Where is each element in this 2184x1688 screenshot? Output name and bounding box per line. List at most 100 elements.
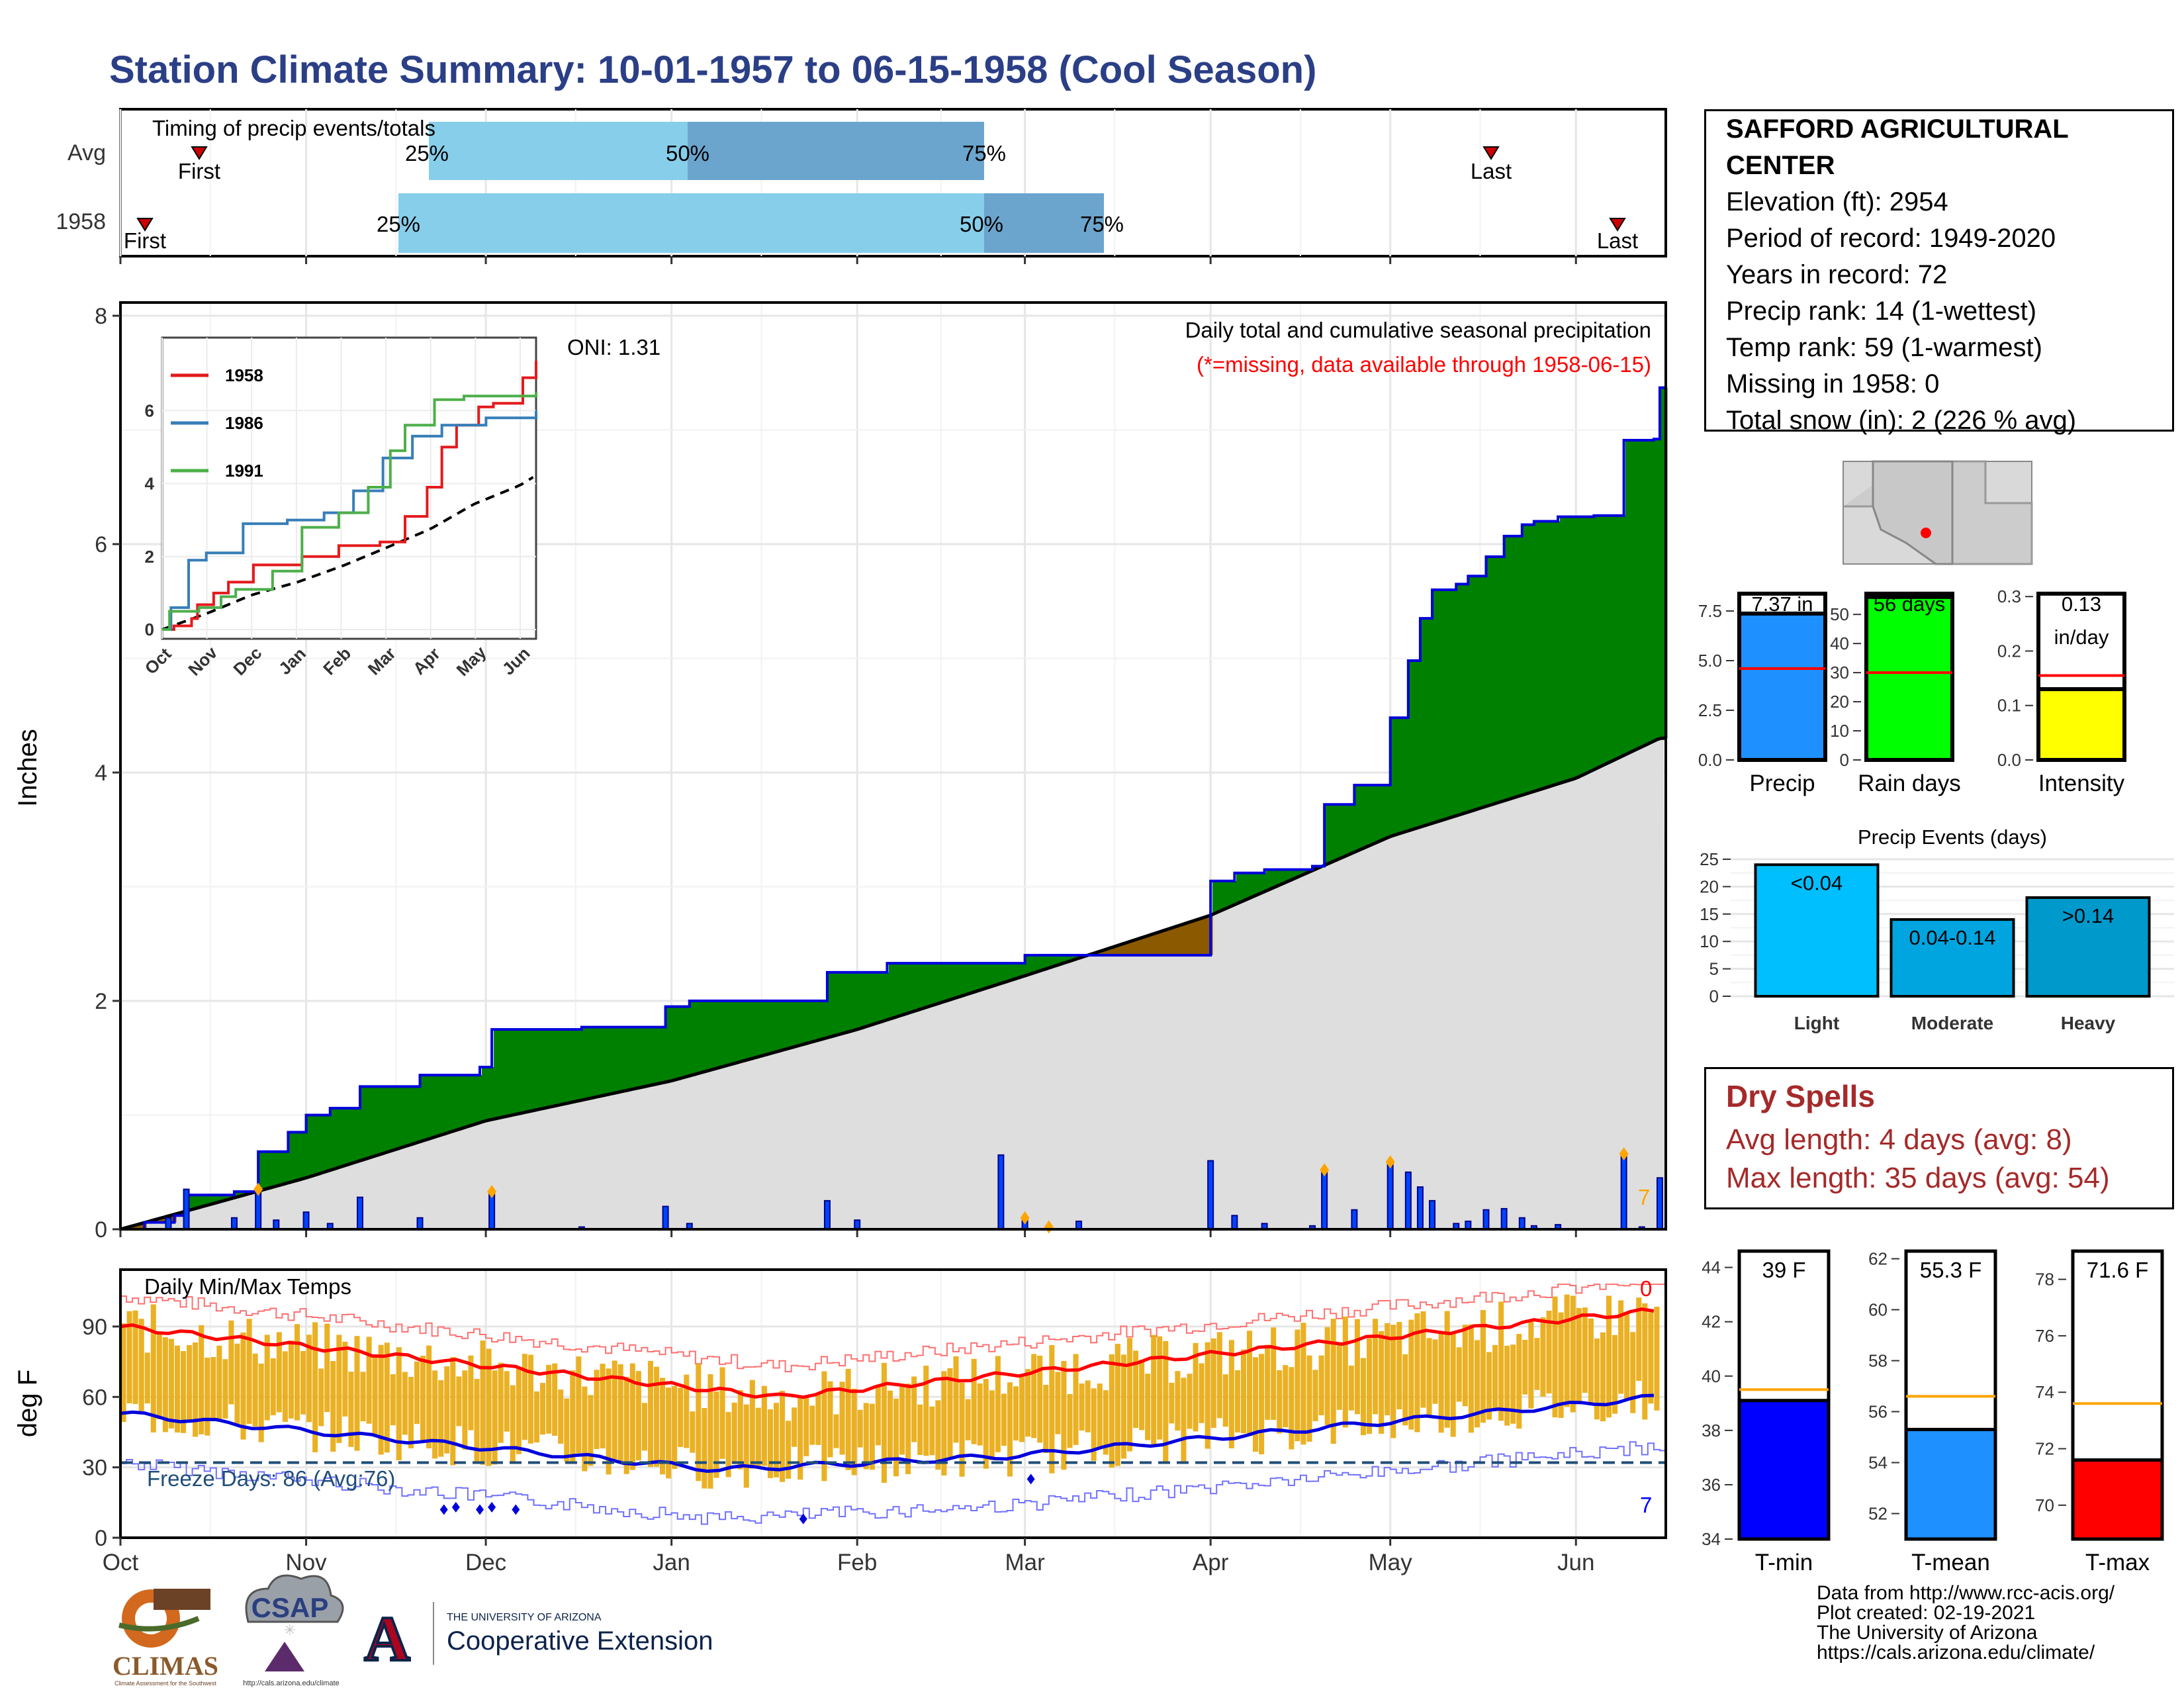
above-avg-fill bbox=[601, 1027, 604, 1096]
above-avg-fill bbox=[645, 1027, 647, 1087]
above-avg-fill bbox=[919, 963, 921, 1010]
inset-series-1986 bbox=[162, 410, 537, 631]
precip-ytick-label: 6 bbox=[95, 532, 107, 557]
temp-bar-tick-label: 78 bbox=[2035, 1270, 2054, 1289]
daily-temp-bar bbox=[911, 1376, 917, 1442]
above-avg-fill bbox=[1274, 869, 1277, 888]
above-avg-fill bbox=[712, 1001, 715, 1070]
above-avg-fill bbox=[575, 1029, 578, 1102]
above-avg-fill bbox=[514, 1029, 516, 1115]
above-avg-fill bbox=[492, 1067, 494, 1120]
daily-temp-bar bbox=[1354, 1319, 1360, 1415]
daily-temp-bar bbox=[126, 1311, 132, 1403]
above-avg-fill bbox=[1604, 515, 1606, 765]
above-avg-fill bbox=[365, 1086, 367, 1160]
daily-precip-bar bbox=[1321, 1169, 1328, 1231]
above-avg-fill bbox=[1278, 869, 1281, 886]
above-avg-fill bbox=[879, 972, 882, 1023]
temp-bar-T-mean bbox=[1904, 1427, 1997, 1541]
daily-temp-bar bbox=[1594, 1338, 1600, 1420]
above-avg-fill bbox=[1371, 784, 1374, 845]
above-avg-fill bbox=[1653, 440, 1656, 741]
below-avg-fill bbox=[1115, 946, 1118, 955]
below-avg-fill bbox=[1185, 923, 1187, 955]
above-avg-fill bbox=[476, 1075, 478, 1124]
above-avg-fill bbox=[321, 1115, 324, 1174]
daily-temp-bar bbox=[1324, 1327, 1330, 1425]
station-line: Temp rank: 59 (1-warmest) bbox=[1726, 333, 2042, 362]
above-avg-fill bbox=[718, 1001, 721, 1068]
above-avg-fill bbox=[889, 963, 891, 1019]
above-avg-fill bbox=[305, 1132, 308, 1178]
above-avg-fill bbox=[394, 1086, 397, 1150]
above-avg-fill bbox=[710, 1001, 713, 1070]
below-avg-fill bbox=[1177, 926, 1179, 955]
above-avg-fill bbox=[992, 963, 995, 986]
above-avg-fill bbox=[359, 1108, 361, 1162]
daily-temp-bar bbox=[881, 1362, 887, 1483]
mini-tick-label: 50 bbox=[1830, 604, 1849, 624]
above-avg-fill bbox=[976, 963, 979, 992]
above-avg-fill bbox=[277, 1151, 280, 1186]
daily-temp-bar bbox=[187, 1345, 193, 1421]
above-avg-fill bbox=[946, 963, 949, 1001]
1958-last-label: Last bbox=[1597, 228, 1638, 253]
above-avg-fill bbox=[1520, 536, 1523, 796]
above-avg-fill bbox=[190, 1195, 193, 1210]
daily-temp-bar bbox=[755, 1407, 761, 1466]
above-avg-fill bbox=[1332, 804, 1334, 863]
daily-temp-bar bbox=[132, 1310, 138, 1405]
daily-temp-bar bbox=[1295, 1329, 1300, 1442]
above-avg-fill bbox=[404, 1086, 407, 1147]
above-avg-fill bbox=[1415, 660, 1418, 829]
1958-last-marker bbox=[1609, 218, 1626, 232]
above-avg-fill bbox=[682, 1006, 685, 1078]
temp-ylabel: deg F bbox=[13, 1370, 42, 1437]
above-avg-fill bbox=[1514, 536, 1517, 798]
above-avg-fill bbox=[968, 963, 971, 994]
above-avg-fill bbox=[1240, 872, 1243, 902]
above-avg-fill bbox=[494, 1029, 496, 1119]
above-avg-fill bbox=[400, 1086, 403, 1149]
above-avg-fill bbox=[1645, 440, 1648, 745]
above-avg-fill bbox=[1641, 440, 1644, 747]
above-avg-fill bbox=[1498, 556, 1501, 803]
above-avg-fill bbox=[655, 1027, 657, 1085]
above-avg-fill bbox=[315, 1115, 318, 1176]
above-avg-fill bbox=[1272, 869, 1275, 888]
daily-temp-bar bbox=[1534, 1338, 1540, 1390]
daily-temp-bar bbox=[205, 1357, 210, 1436]
above-avg-fill bbox=[603, 1027, 606, 1096]
above-avg-fill bbox=[1516, 536, 1519, 797]
below-avg-fill bbox=[1155, 933, 1158, 955]
above-avg-fill bbox=[853, 972, 856, 1031]
above-avg-fill bbox=[1334, 804, 1336, 862]
below-avg-fill bbox=[138, 1224, 141, 1229]
above-avg-fill bbox=[1064, 955, 1066, 964]
above-avg-fill bbox=[1403, 718, 1406, 833]
below-avg-fill bbox=[1179, 925, 1181, 955]
above-avg-fill bbox=[303, 1132, 306, 1179]
above-avg-fill bbox=[297, 1132, 300, 1181]
above-avg-fill bbox=[279, 1151, 282, 1186]
daily-temp-bar bbox=[786, 1421, 792, 1479]
temp-ytick-label: 60 bbox=[82, 1385, 107, 1410]
daily-temp-bar bbox=[258, 1363, 264, 1442]
1958-quartile-bar-mid bbox=[984, 193, 1104, 253]
above-avg-fill bbox=[1637, 440, 1640, 749]
above-avg-fill bbox=[204, 1195, 206, 1207]
daily-temp-bar bbox=[1462, 1325, 1468, 1407]
daily-temp-bar bbox=[1492, 1344, 1498, 1411]
temp-bar-tick-label: 40 bbox=[1702, 1366, 1721, 1386]
above-avg-fill bbox=[1218, 880, 1221, 912]
above-avg-fill bbox=[680, 1006, 683, 1079]
above-avg-fill bbox=[1250, 872, 1253, 898]
above-avg-fill bbox=[1621, 515, 1624, 757]
above-avg-fill bbox=[1588, 516, 1590, 773]
below-avg-fill bbox=[1169, 929, 1171, 955]
above-avg-fill bbox=[275, 1151, 278, 1187]
above-avg-fill bbox=[1020, 963, 1023, 978]
below-avg-fill bbox=[1137, 939, 1140, 955]
precip-ytick-label: 0 bbox=[95, 1217, 107, 1243]
above-avg-fill bbox=[1445, 590, 1447, 820]
